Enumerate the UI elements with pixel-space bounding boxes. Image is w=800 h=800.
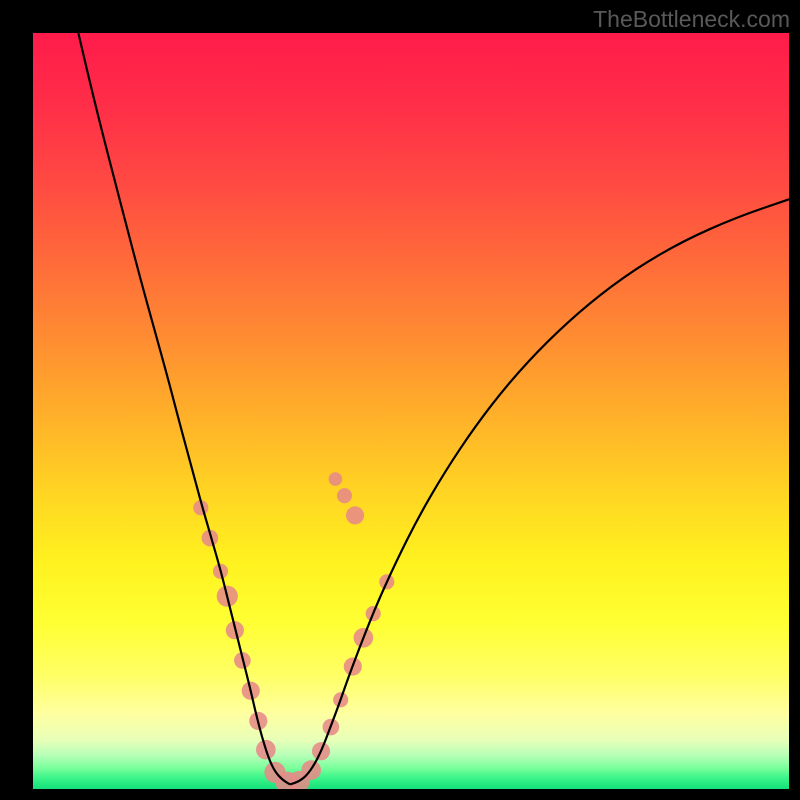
- curve-right: [290, 199, 789, 784]
- watermark-text: TheBottleneck.com: [593, 6, 790, 33]
- dot-cluster: [193, 472, 394, 789]
- curve-overlay: [33, 33, 789, 789]
- curve-left: [78, 33, 290, 784]
- plot-area: [33, 33, 789, 789]
